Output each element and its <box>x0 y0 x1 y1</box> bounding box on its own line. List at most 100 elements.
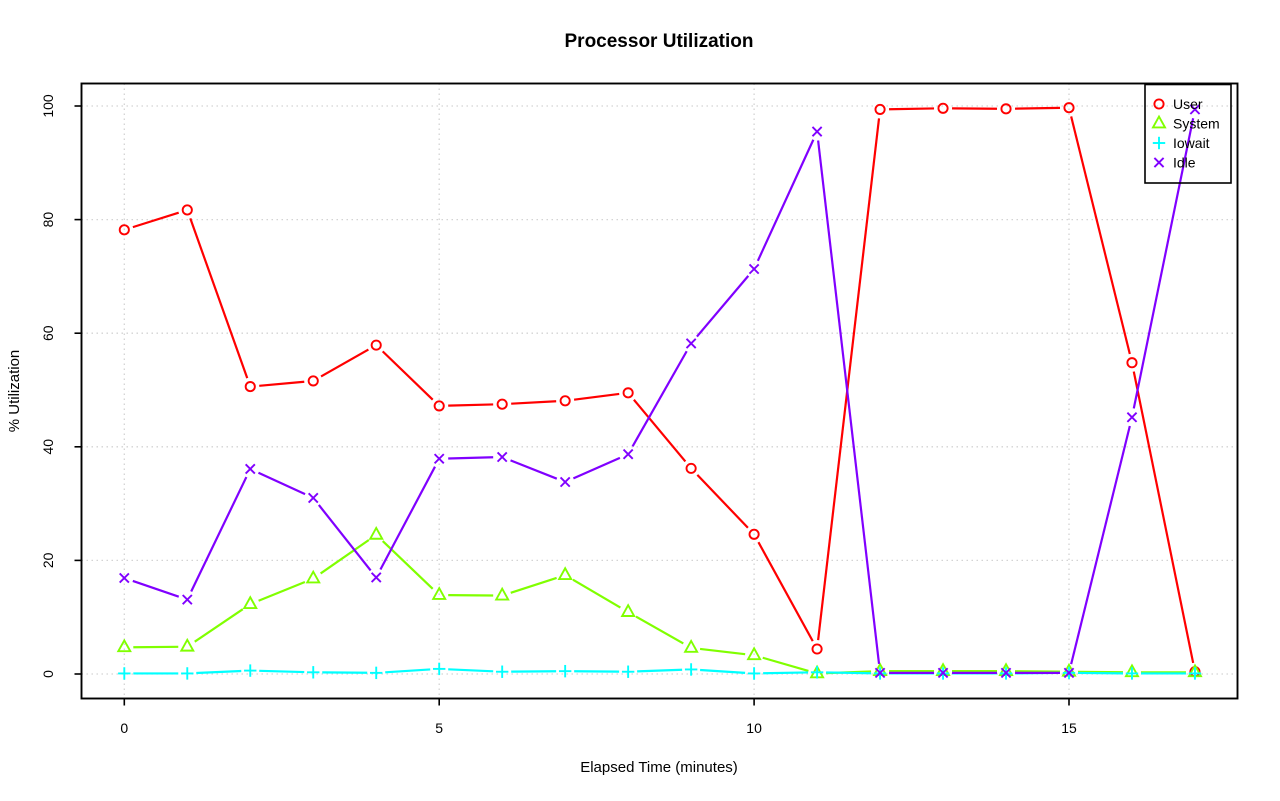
series-line-user <box>1070 116 1131 355</box>
series-line-system <box>320 539 370 575</box>
marker-idle-5 <box>433 453 445 464</box>
series-line-user <box>696 474 749 529</box>
legend-entry-user: User <box>1153 96 1203 112</box>
plot-area: 0 5 10 15 0 20 40 60 80 100 User System Iowait Idle <box>40 82 1239 736</box>
series-line-user <box>1132 371 1195 664</box>
x-tick-label-0: 0 <box>120 720 128 736</box>
marker-system-0 <box>116 638 132 653</box>
series-line-iowait <box>826 671 872 675</box>
x-tick-label-15: 15 <box>1061 720 1077 736</box>
x-tick-label-5: 5 <box>435 720 443 736</box>
legend-marker-system <box>1151 114 1167 129</box>
series-line-system <box>194 608 244 643</box>
marker-idle-4 <box>370 572 382 583</box>
series-line-user <box>259 380 305 387</box>
y-tick-label-60: 60 <box>40 325 56 341</box>
legend-box <box>1144 83 1232 184</box>
series-line-idle <box>317 504 372 572</box>
marker-idle-0 <box>119 572 130 584</box>
series-line-user <box>189 218 249 379</box>
series-user <box>118 102 1201 678</box>
marker-idle-6 <box>496 451 508 463</box>
marker-system-1 <box>179 637 195 652</box>
marker-user-10 <box>748 528 760 540</box>
marker-user-2 <box>244 381 256 393</box>
marker-idle-15 <box>1063 667 1075 679</box>
marker-user-6 <box>496 398 508 410</box>
series-line-system <box>381 540 434 590</box>
y-tick-label-0: 0 <box>40 670 56 678</box>
marker-idle-17 <box>1189 104 1201 115</box>
marker-idle-3 <box>307 492 319 504</box>
legend-label-idle: Idle <box>1173 155 1196 171</box>
marker-user-5 <box>433 400 445 412</box>
marker-system-7 <box>557 566 573 581</box>
marker-idle-2 <box>244 463 256 475</box>
series-line-user <box>757 541 814 642</box>
series-line-iowait <box>763 671 809 675</box>
series-line-idle <box>448 456 494 460</box>
plot-border <box>80 82 1239 700</box>
legend-entry-idle: Idle <box>1153 155 1196 171</box>
marker-user-16 <box>1126 357 1138 369</box>
series-idle <box>119 104 1201 679</box>
series-line-iowait <box>448 668 494 673</box>
y-axis-label: % Utilization <box>6 350 23 433</box>
series-line-user <box>889 107 935 111</box>
y-tick-label-80: 80 <box>40 212 56 228</box>
legend-marker-user <box>1153 98 1165 110</box>
series-line-system <box>510 576 557 594</box>
y-tick-label-20: 20 <box>40 552 56 568</box>
series-line-user <box>132 211 180 229</box>
axis-ticks <box>74 105 1070 706</box>
marker-user-7 <box>559 395 571 407</box>
marker-user-1 <box>181 204 193 216</box>
series-line-system <box>699 647 746 656</box>
series-line-system <box>762 656 809 672</box>
marker-user-3 <box>307 375 319 387</box>
legend-entry-system: System <box>1151 114 1220 132</box>
series-line-user <box>633 399 687 463</box>
series-line-user <box>320 348 369 378</box>
chart-title: Processor Utilization <box>565 31 754 52</box>
x-axis-label: Elapsed Time (minutes) <box>580 759 738 776</box>
legend: User System Iowait Idle <box>1144 83 1232 184</box>
marker-user-8 <box>622 387 634 399</box>
series-line-idle <box>1070 425 1131 665</box>
y-tick-label-40: 40 <box>40 439 56 455</box>
marker-idle-12 <box>874 667 886 679</box>
tick-labels: 0 5 10 15 0 20 40 60 80 100 <box>40 94 1077 736</box>
series-line-user <box>573 392 620 401</box>
series-iowait <box>118 662 1202 680</box>
series-line-iowait <box>196 669 242 675</box>
marker-idle-14 <box>1000 667 1012 679</box>
marker-idle-16 <box>1126 411 1138 423</box>
marker-user-15 <box>1063 102 1075 114</box>
series-line-user <box>448 403 494 407</box>
marker-idle-9 <box>685 338 697 349</box>
series-line-idle <box>817 140 881 665</box>
series-line-system <box>572 578 621 609</box>
legend-label-user: User <box>1173 96 1203 112</box>
series-line-idle <box>756 139 815 262</box>
marker-idle-13 <box>937 667 949 679</box>
marker-system-9 <box>683 639 699 653</box>
series-line-iowait <box>637 668 683 673</box>
series-line-user <box>817 118 881 641</box>
legend-label-iowait: Iowait <box>1173 135 1210 151</box>
series-line-idle <box>1132 118 1195 409</box>
marker-system-2 <box>242 595 258 609</box>
marker-system-8 <box>620 603 636 617</box>
marker-system-6 <box>494 586 510 601</box>
marker-idle-10 <box>748 263 760 275</box>
series-system <box>116 525 1203 679</box>
marker-system-5 <box>431 586 447 600</box>
legend-marker-idle <box>1153 157 1165 168</box>
marker-user-12 <box>874 103 886 115</box>
marker-system-3 <box>305 569 321 584</box>
legend-entry-iowait: Iowait <box>1152 135 1210 151</box>
marker-user-13 <box>937 102 949 114</box>
series-line-idle <box>572 456 621 480</box>
marker-user-11 <box>811 643 823 655</box>
